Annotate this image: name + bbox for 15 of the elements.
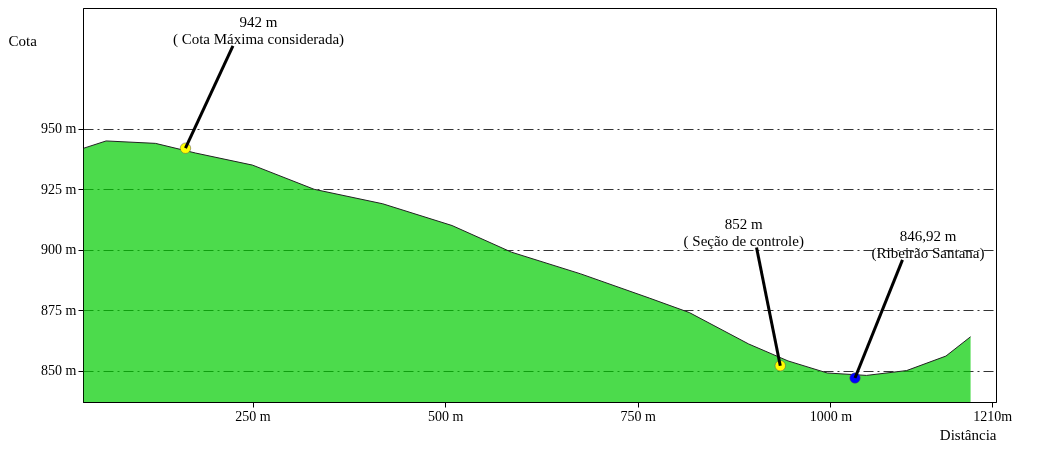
y-axis-title: Cota [8, 32, 38, 49]
x-tick-label: 250 m [235, 408, 271, 424]
y-tick-label: 850 m [41, 363, 77, 379]
x-tick-label: 1210m [973, 408, 1013, 424]
y-tick-label: 900 m [41, 242, 77, 258]
x-tick-label: 500 m [427, 408, 464, 424]
x-axis-title: Distância [939, 426, 997, 443]
annotation: 846,92 m (Ribeirão Santana) [871, 228, 985, 263]
x-tick-label: 1000 m [809, 408, 853, 424]
x-tick-label: 750 m [620, 408, 657, 424]
annotation: 852 m ( Seção de controle) [683, 215, 804, 250]
y-tick-label: 875 m [41, 302, 77, 318]
y-tick-label: 950 m [41, 121, 77, 137]
annotation: 942 m ( Cota Máxima considerada) [172, 14, 345, 48]
y-tick-label: 925 m [41, 181, 77, 197]
